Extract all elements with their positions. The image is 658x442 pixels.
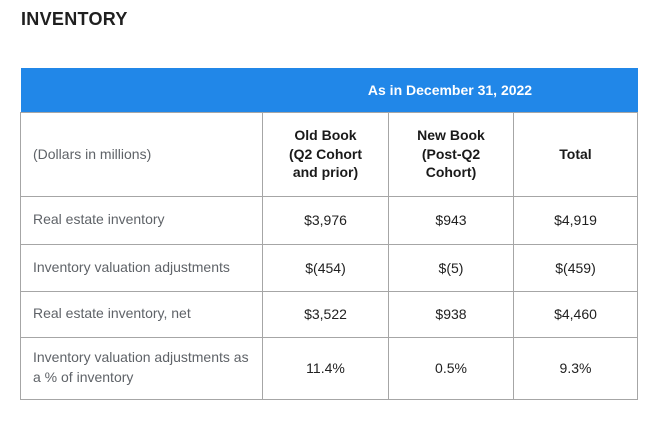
cell-total: $4,460 — [512, 290, 639, 338]
cell-new-book: $(5) — [388, 243, 514, 292]
cell-old-book: 11.4% — [262, 336, 389, 400]
cell-old-book: $(454) — [262, 243, 389, 292]
table-header-row: (Dollars in millions) Old Book (Q2 Cohor… — [20, 111, 639, 197]
column-header-total: Total — [512, 111, 639, 197]
table-row: Real estate inventory, net $3,522 $938 $… — [20, 290, 639, 338]
table-row: Inventory valuation adjustments $(454) $… — [20, 243, 639, 292]
cell-new-book: $943 — [388, 195, 514, 245]
row-label: Real estate inventory, net — [20, 290, 263, 338]
row-label: Inventory valuation adjustments as a % o… — [20, 336, 263, 400]
cell-new-book: 0.5% — [388, 336, 514, 400]
cell-total: $(459) — [512, 243, 639, 292]
units-label: (Dollars in millions) — [20, 111, 263, 197]
band-title: As in December 31, 2022 — [262, 68, 638, 112]
row-label: Inventory valuation adjustments — [20, 243, 263, 292]
column-header-old-book: Old Book (Q2 Cohort and prior) — [262, 111, 389, 197]
band-empty-cell — [20, 68, 263, 112]
cell-new-book: $938 — [388, 290, 514, 338]
table-row: Real estate inventory $3,976 $943 $4,919 — [20, 195, 639, 245]
inventory-table: As in December 31, 2022 (Dollars in mill… — [20, 68, 639, 400]
cell-old-book: $3,976 — [262, 195, 389, 245]
cell-old-book: $3,522 — [262, 290, 389, 338]
cell-total: $4,919 — [512, 195, 639, 245]
table-row: Inventory valuation adjustments as a % o… — [20, 336, 639, 400]
table-band-row: As in December 31, 2022 — [20, 68, 638, 112]
row-label: Real estate inventory — [20, 195, 263, 245]
page-title: INVENTORY — [21, 9, 128, 29]
cell-total: 9.3% — [512, 336, 639, 400]
column-header-new-book: New Book (Post-Q2 Cohort) — [388, 111, 514, 197]
